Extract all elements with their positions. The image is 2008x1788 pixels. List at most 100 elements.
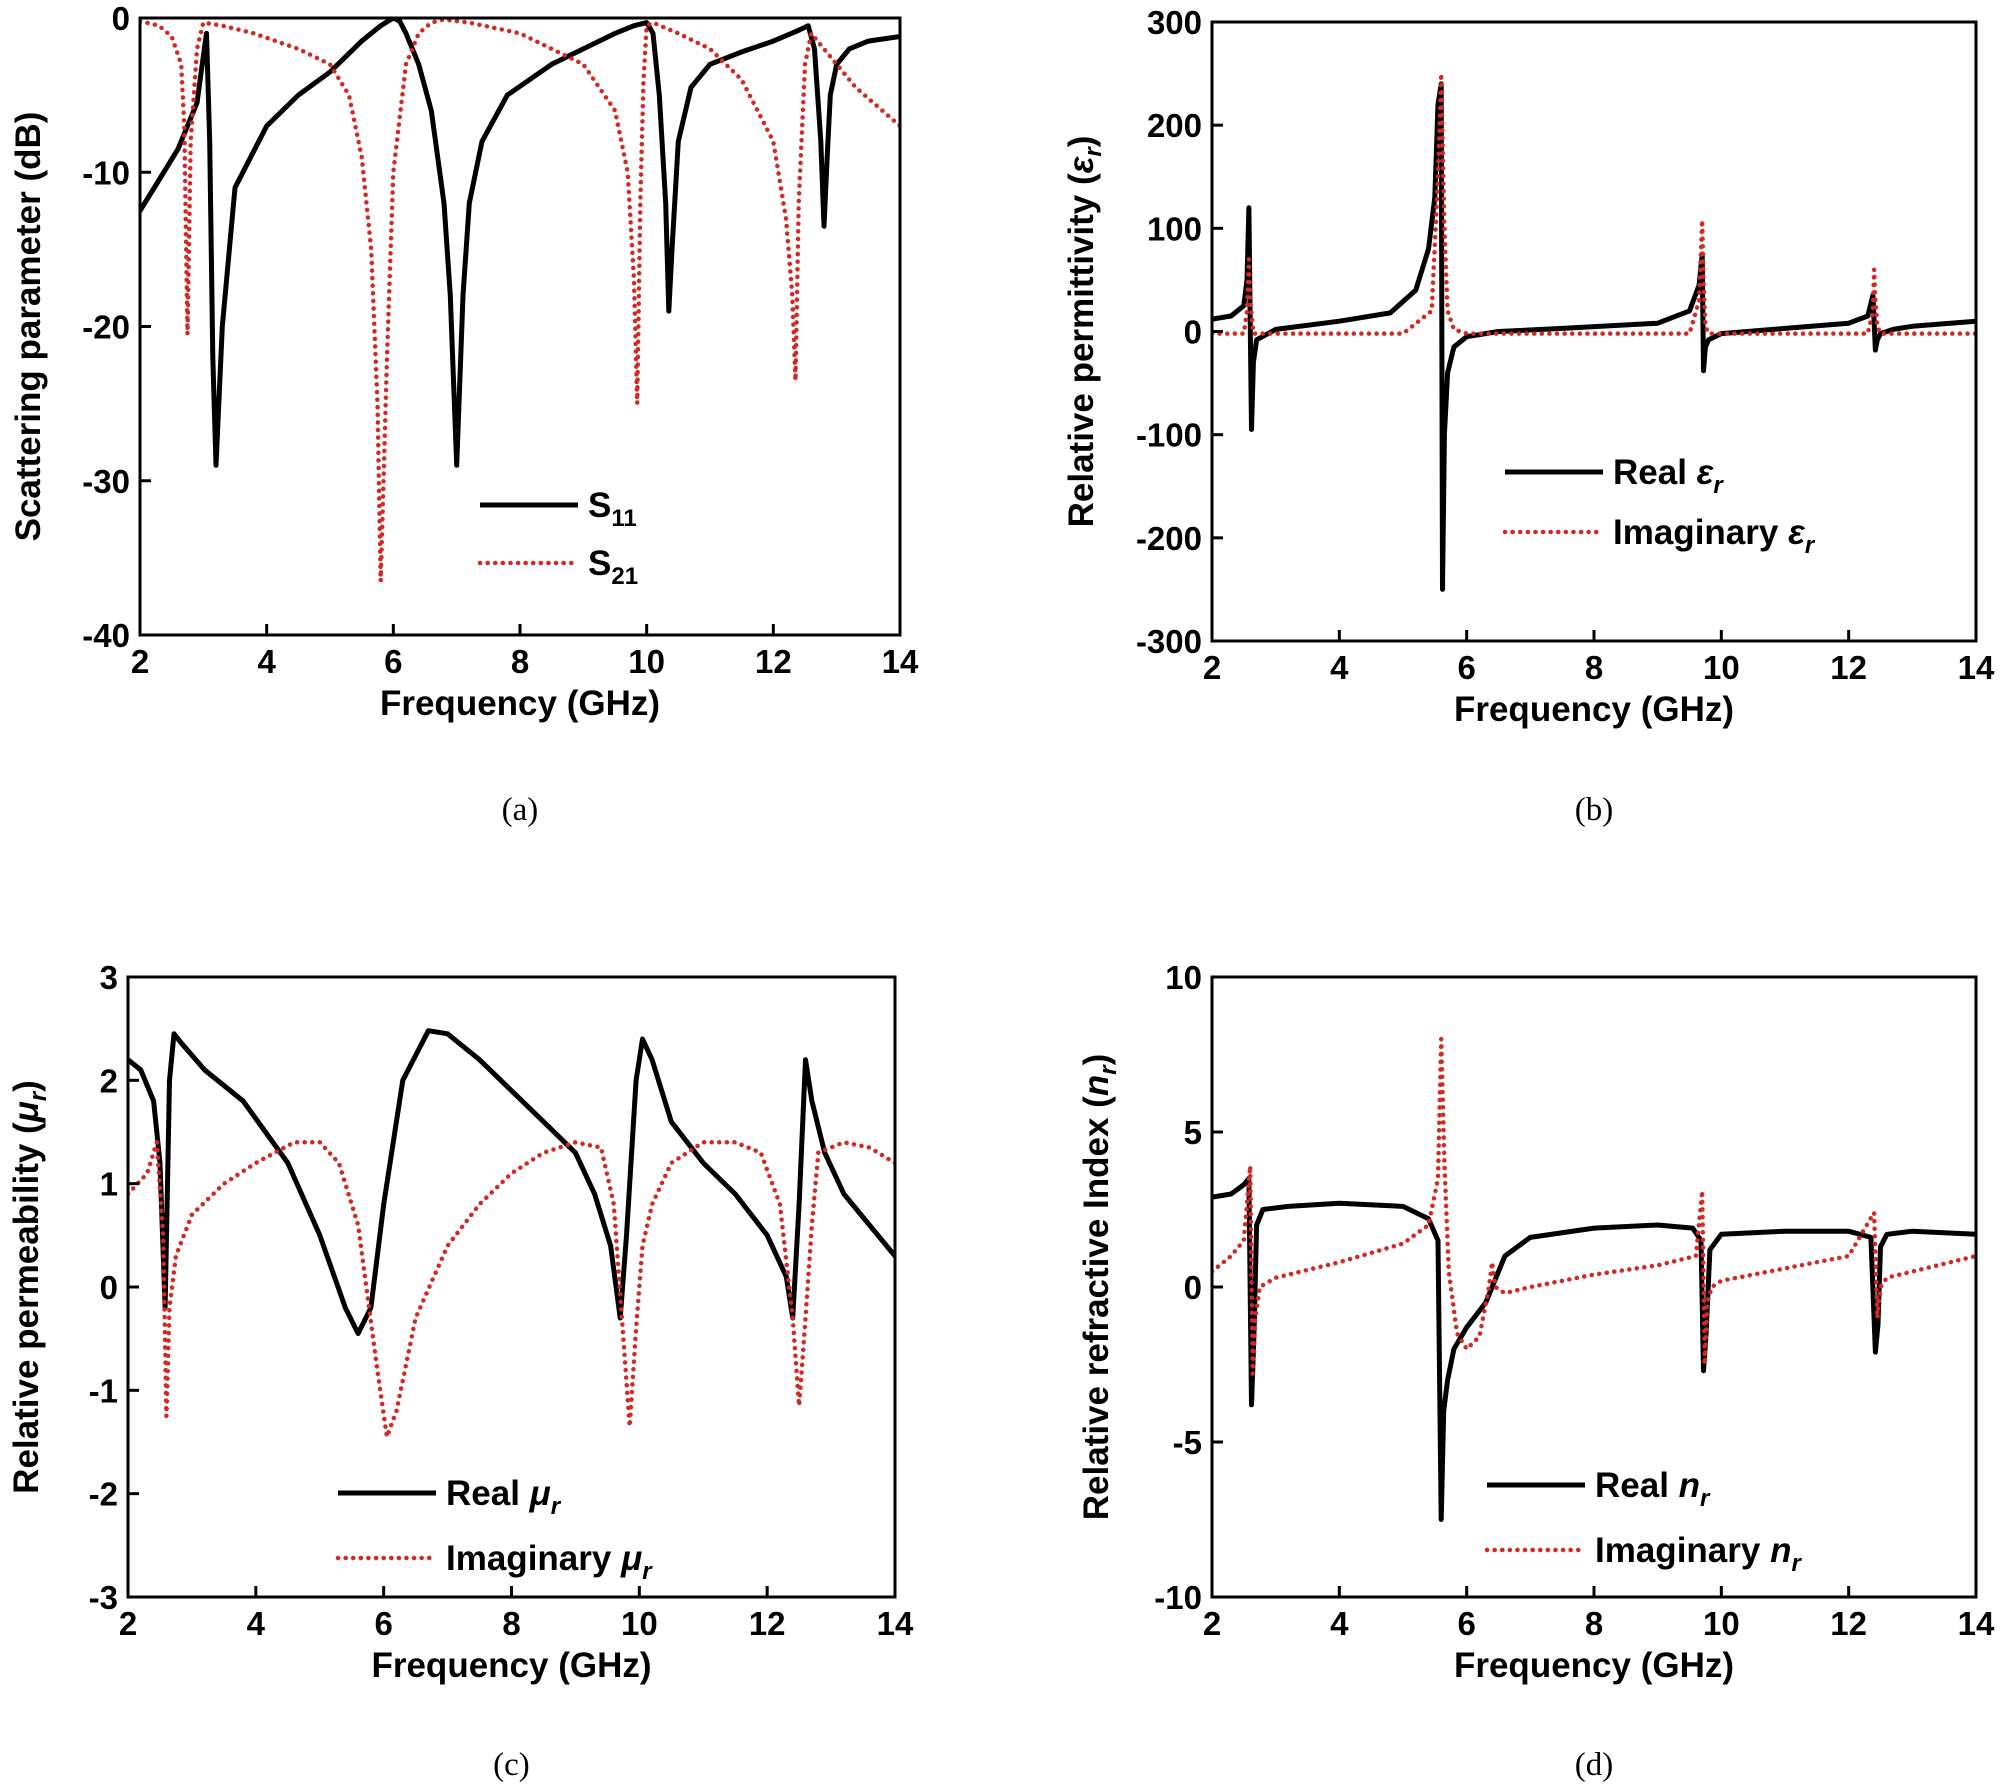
y-tick-label: -5 xyxy=(1173,1424,1202,1461)
x-tick-label: 4 xyxy=(247,1605,266,1642)
legend-label-symbol: n xyxy=(1770,1531,1791,1570)
y-tick-label: 0 xyxy=(112,0,130,37)
panel-caption: (a) xyxy=(502,792,539,828)
x-tick-label: 10 xyxy=(1703,1605,1740,1642)
legend-label-text: Imaginary xyxy=(1613,513,1788,552)
y-tick-label: -30 xyxy=(82,463,130,500)
y-tick-label: -2 xyxy=(89,1476,118,1513)
x-axis-title: Frequency (GHz) xyxy=(1454,690,1734,729)
y-axis-title: Scattering parameter (dB) xyxy=(9,112,48,542)
y-tick-label: 100 xyxy=(1147,210,1202,247)
x-tick-label: 6 xyxy=(384,643,402,680)
series-line-dotted-a xyxy=(140,18,900,584)
legend-label-symbol: n xyxy=(1679,1466,1700,1505)
x-tick-label: 4 xyxy=(1330,1605,1349,1642)
legend-label-text: Imaginary xyxy=(1595,1531,1770,1570)
x-tick-label: 14 xyxy=(877,1605,914,1642)
legend-label-symbol: μ xyxy=(620,1539,642,1578)
legend-label: Imaginary nr xyxy=(1595,1531,1802,1577)
x-tick-label: 8 xyxy=(502,1605,520,1642)
plot-frame xyxy=(1210,975,1978,1599)
x-tick-label: 10 xyxy=(1703,649,1740,686)
y-tick-label: -40 xyxy=(82,617,130,654)
y-axis-title-end: ) xyxy=(1077,1054,1116,1066)
y-tick-label: 3 xyxy=(100,959,118,996)
y-tick-label: 2 xyxy=(100,1062,118,1099)
y-axis-title-symbol: ε xyxy=(1062,155,1101,173)
y-axis-title-end: ) xyxy=(1062,136,1101,148)
legend: Real μr Imaginary μ r xyxy=(335,1474,653,1585)
y-tick-label: -20 xyxy=(82,309,130,346)
x-axis-title: Frequency (GHz) xyxy=(1454,1646,1734,1685)
legend-label-subscript: 21 xyxy=(611,563,638,590)
y-axis-title-end: ) xyxy=(7,1080,46,1092)
x-tick-label: 2 xyxy=(131,643,149,680)
legend-label-text: Imaginary xyxy=(446,1539,621,1578)
y-tick-label: 300 xyxy=(1147,4,1202,41)
legend-label-text: S xyxy=(588,486,611,525)
y-axis-title-symbol: n xyxy=(1077,1075,1116,1096)
y-tick-label: 1 xyxy=(100,1166,118,1203)
y-tick-label: 0 xyxy=(1184,314,1202,351)
y-axis-title-subscript: r xyxy=(25,1090,52,1101)
legend-label: Imaginary εr xyxy=(1613,513,1816,559)
legend-label-subscript: r xyxy=(1700,1485,1711,1512)
x-tick-label: 12 xyxy=(1830,649,1867,686)
legend-label-text: S xyxy=(588,544,611,583)
y-tick-label: -300 xyxy=(1136,623,1202,660)
x-axis-title: Frequency (GHz) xyxy=(380,684,660,723)
legend-label-subscript: r xyxy=(551,1493,562,1520)
series-line-solid-d xyxy=(1212,1176,1976,1522)
series-line-solid-a xyxy=(140,18,900,468)
x-tick-label: 2 xyxy=(119,1605,137,1642)
y-axis-title-text: Relative permittivity ( xyxy=(1062,173,1101,527)
legend-label: S11 xyxy=(588,486,637,532)
series-line-solid-b xyxy=(1212,81,1976,592)
y-tick-label: 5 xyxy=(1184,1114,1202,1151)
x-tick-label: 12 xyxy=(749,1605,786,1642)
y-tick-label: -200 xyxy=(1136,520,1202,557)
y-tick-label: -10 xyxy=(82,154,130,191)
x-tick-label: 6 xyxy=(374,1605,392,1642)
legend-label: S21 xyxy=(588,544,638,590)
legend-label-symbol: ε xyxy=(1788,513,1806,552)
legend-label-subscript: 11 xyxy=(611,505,636,532)
y-tick-label: -1 xyxy=(89,1372,118,1409)
legend-label: Real nr xyxy=(1595,1466,1711,1512)
y-axis-title: Relative permittivity (εr) xyxy=(1062,136,1107,528)
x-tick-label: 12 xyxy=(1830,1605,1867,1642)
legend-label: Real μr xyxy=(446,1474,562,1520)
y-axis-title-text: Relative refractive Index ( xyxy=(1077,1096,1116,1520)
x-axis-title: Frequency (GHz) xyxy=(371,1646,651,1685)
y-tick-label: 0 xyxy=(1184,1269,1202,1306)
x-tick-label: 14 xyxy=(1958,1605,1995,1642)
x-tick-label: 8 xyxy=(1585,1605,1603,1642)
y-axis-title-symbol: μ xyxy=(7,1101,46,1123)
plot-frame xyxy=(1210,20,1978,643)
x-tick-label: 4 xyxy=(1330,649,1349,686)
panel-a: 2 4 6 8 10 12 14 0 -10 -20 -30 -40 Frequency (GHz) Sc… xyxy=(9,0,919,828)
legend-label-text: Real xyxy=(1595,1466,1679,1505)
legend-label-text: Real xyxy=(446,1474,530,1513)
y-tick-label: -10 xyxy=(1154,1579,1202,1616)
y-tick-label: 200 xyxy=(1147,107,1202,144)
x-tick-label: 8 xyxy=(1585,649,1603,686)
panel-caption: (b) xyxy=(1575,792,1613,828)
legend-label: Real εr xyxy=(1613,453,1724,499)
panel-d: 2 4 6 8 10 12 14 10 5 0 -5 -10 Frequency (GHz) Relati… xyxy=(1077,959,1995,1783)
y-tick-label: 0 xyxy=(100,1269,118,1306)
x-tick-label: 2 xyxy=(1203,649,1221,686)
x-tick-label: 12 xyxy=(755,643,792,680)
x-tick-label: 4 xyxy=(257,643,276,680)
x-tick-label: 8 xyxy=(511,643,529,680)
legend-label-text: Real xyxy=(1613,453,1697,492)
legend-label-subscript: r xyxy=(1805,532,1816,559)
x-tick-label: 14 xyxy=(882,643,919,680)
y-tick-label: -100 xyxy=(1136,417,1202,454)
panel-b: 2 4 6 8 10 12 14 300 200 100 0 -100 -200 -300 Frequenc… xyxy=(1062,4,1995,828)
y-axis-title-subscript: r xyxy=(1095,1064,1122,1075)
